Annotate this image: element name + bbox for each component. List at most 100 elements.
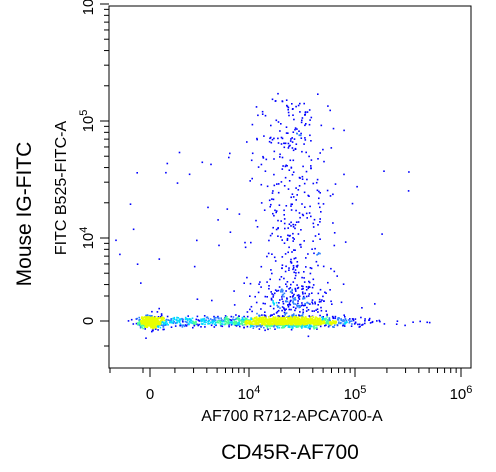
- data-point: [283, 222, 286, 225]
- data-point: [119, 253, 121, 256]
- data-point: [281, 325, 284, 327]
- data-point: [343, 173, 345, 176]
- data-point: [285, 316, 288, 318]
- data-point: [178, 151, 181, 154]
- data-point: [295, 199, 297, 201]
- data-point: [316, 254, 318, 256]
- data-point: [192, 326, 194, 329]
- data-point: [139, 322, 142, 325]
- data-point: [381, 233, 383, 235]
- data-point: [379, 320, 381, 323]
- data-point: [322, 295, 324, 298]
- data-point: [297, 302, 299, 305]
- data-point: [288, 319, 291, 321]
- data-point: [272, 316, 275, 318]
- data-point: [317, 158, 319, 160]
- data-point: [141, 322, 144, 325]
- data-point: [317, 319, 319, 321]
- data-point: [291, 137, 293, 139]
- data-point: [263, 318, 266, 321]
- data-point: [419, 320, 421, 323]
- data-point: [263, 321, 265, 324]
- data-point: [351, 202, 354, 205]
- data-point: [287, 108, 289, 111]
- data-point: [280, 236, 282, 238]
- data-point: [306, 324, 308, 327]
- y-tick-label: 106: [78, 0, 97, 15]
- data-point: [284, 314, 286, 316]
- data-point: [313, 310, 315, 312]
- data-point: [274, 323, 277, 326]
- data-point: [306, 318, 308, 320]
- data-point: [217, 320, 220, 322]
- data-point: [331, 321, 334, 324]
- data-point: [322, 316, 324, 318]
- data-point: [275, 211, 277, 214]
- data-point: [127, 320, 130, 322]
- data-point: [285, 320, 288, 323]
- data-point: [185, 318, 188, 320]
- data-point: [292, 223, 294, 226]
- data-point: [296, 194, 298, 196]
- data-point: [200, 326, 202, 328]
- data-point: [210, 321, 212, 324]
- data-point: [274, 317, 276, 320]
- data-point: [213, 319, 215, 322]
- data-point: [301, 327, 303, 329]
- data-point: [277, 219, 279, 222]
- data-point: [287, 111, 290, 114]
- data-point: [285, 164, 287, 167]
- data-point: [307, 322, 310, 324]
- data-point: [334, 183, 337, 185]
- data-point: [290, 283, 292, 286]
- data-point: [298, 298, 301, 300]
- data-point: [266, 327, 269, 329]
- data-point: [300, 132, 302, 135]
- data-point: [272, 300, 274, 302]
- data-point: [295, 290, 297, 292]
- data-point: [224, 317, 226, 319]
- data-point: [314, 320, 317, 322]
- data-point: [270, 297, 273, 300]
- data-point: [140, 316, 143, 319]
- data-point: [327, 105, 329, 107]
- data-point: [283, 315, 285, 318]
- data-point: [272, 294, 275, 296]
- data-point: [296, 322, 299, 324]
- data-point: [309, 324, 312, 326]
- data-point: [297, 316, 300, 318]
- data-point: [338, 322, 340, 325]
- data-point: [256, 312, 258, 315]
- data-point: [152, 327, 155, 330]
- y-axis: 0 104 105 106: [78, 0, 109, 347]
- data-point: [278, 204, 281, 206]
- data-point: [283, 292, 286, 295]
- data-point: [270, 269, 272, 271]
- data-point: [265, 325, 268, 327]
- data-point: [305, 310, 308, 312]
- data-point: [293, 316, 295, 318]
- data-point: [135, 322, 138, 325]
- data-point: [238, 315, 240, 318]
- data-point: [170, 319, 172, 321]
- data-point: [277, 289, 280, 292]
- data-point: [292, 196, 295, 198]
- data-point: [312, 321, 314, 323]
- data-point: [298, 315, 301, 317]
- data-point: [181, 324, 183, 326]
- data-point: [251, 152, 254, 155]
- data-point: [196, 298, 199, 300]
- data-point: [190, 322, 192, 324]
- data-point: [252, 327, 255, 329]
- data-point: [264, 316, 266, 318]
- data-point: [292, 321, 295, 323]
- data-point: [276, 290, 278, 292]
- data-point: [145, 324, 148, 327]
- data-point: [256, 138, 258, 141]
- data-point: [281, 326, 283, 329]
- data-point: [283, 324, 286, 327]
- data-point: [151, 316, 154, 318]
- data-point: [315, 316, 317, 318]
- data-point: [278, 326, 281, 329]
- data-point: [227, 323, 230, 325]
